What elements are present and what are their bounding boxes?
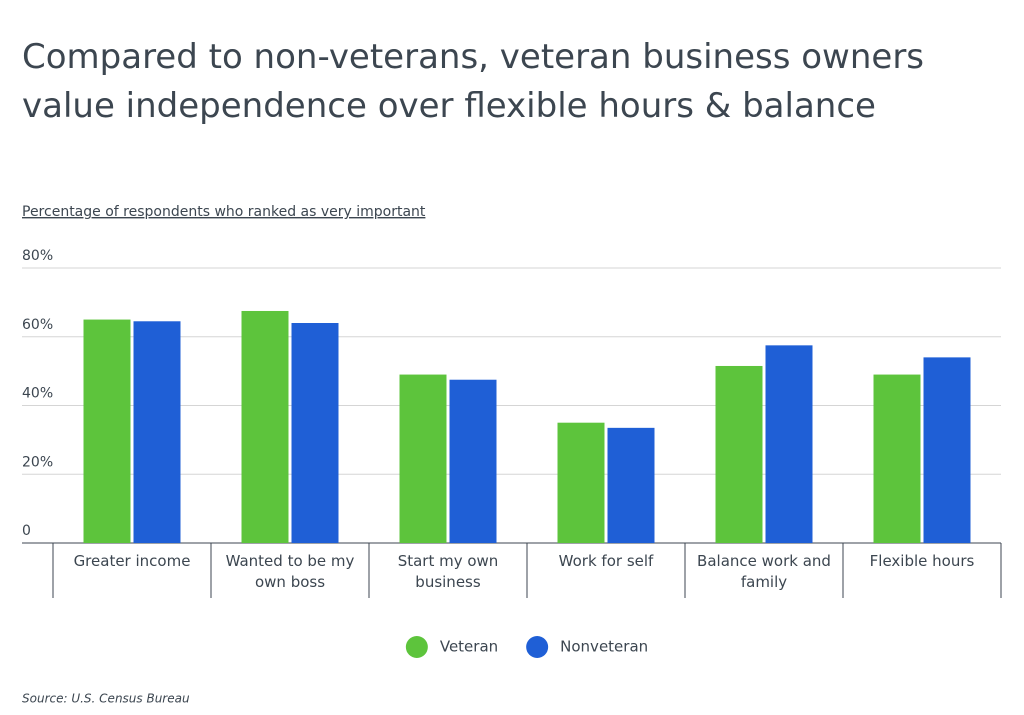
bar (399, 374, 447, 543)
bar (765, 345, 813, 543)
y-tick-label: 0 (22, 523, 31, 539)
y-tick-label: 20% (22, 454, 53, 470)
legend-label: Nonveteran (560, 638, 648, 656)
x-tick-label: Greater income (73, 552, 191, 570)
chart-title: Compared to non-veterans, veteran busine… (22, 37, 924, 126)
x-tick-label: Flexible hours (869, 552, 975, 570)
legend-item: Veteran (405, 636, 498, 658)
y-tick-label: 80% (22, 248, 53, 264)
bar (715, 365, 763, 543)
x-tick-label: Balance work and family (697, 552, 831, 591)
bar (83, 319, 131, 543)
bar (607, 427, 655, 543)
bar (873, 374, 921, 543)
bar (133, 321, 181, 543)
bar (557, 422, 605, 543)
bar (241, 310, 289, 543)
x-tick-label: Wanted to be my own boss (225, 552, 355, 591)
x-tick-label: Start my own business (397, 552, 499, 591)
chart-subtitle: Percentage of respondents who ranked as … (22, 204, 426, 220)
legend-label: Veteran (440, 638, 498, 656)
legend-swatch (405, 636, 428, 658)
x-tick-label: Work for self (558, 552, 654, 570)
y-tick-label: 60% (22, 317, 53, 333)
source: Source: U.S. Census Bureau (22, 692, 190, 706)
y-tick-label: 40% (22, 386, 53, 402)
bar (449, 379, 497, 543)
legend-item: Nonveteran (526, 636, 648, 658)
legend-swatch (526, 636, 549, 658)
bar (923, 357, 971, 543)
bar (291, 323, 339, 543)
